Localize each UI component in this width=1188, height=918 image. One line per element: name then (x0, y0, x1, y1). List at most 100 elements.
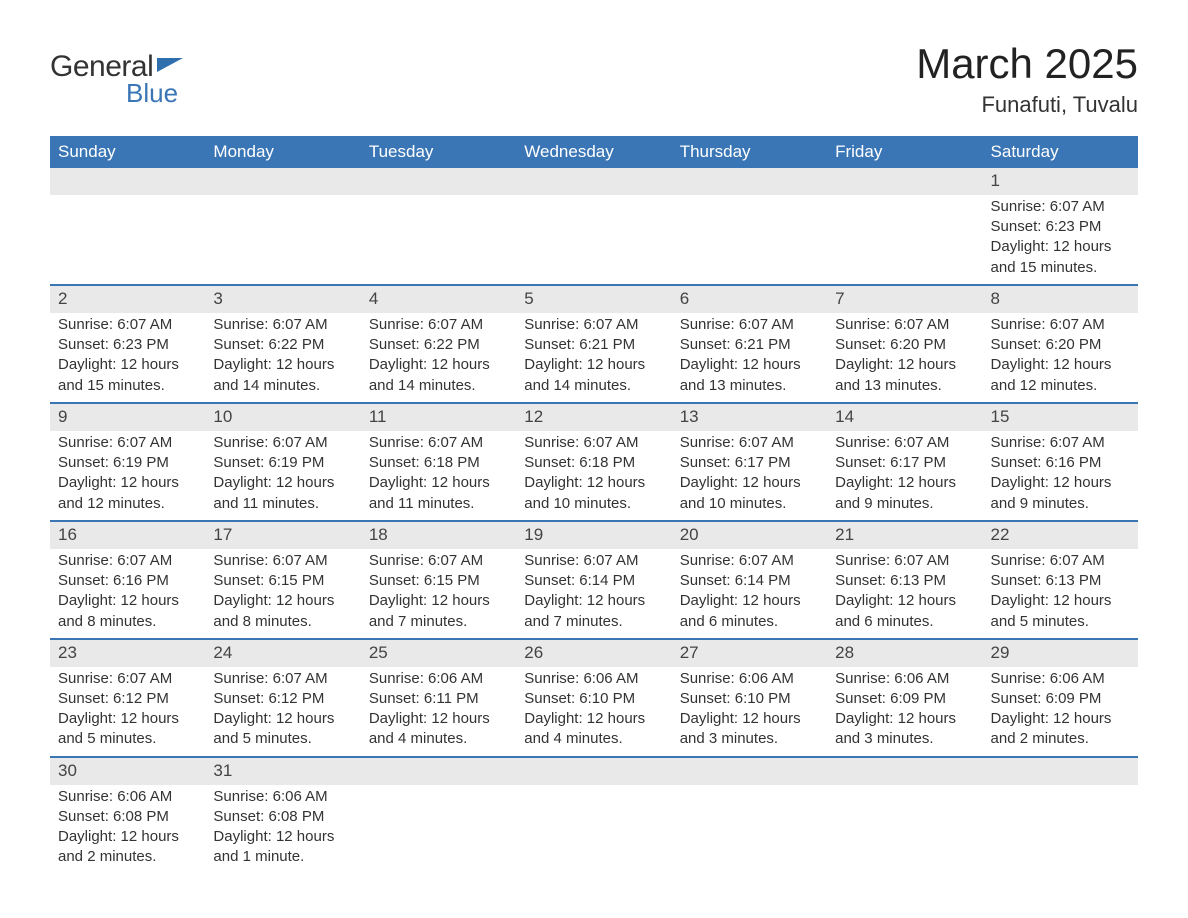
day-detail-cell: Sunrise: 6:07 AMSunset: 6:18 PMDaylight:… (361, 431, 516, 521)
daylight-line: Daylight: 12 hours and 10 minutes. (524, 473, 663, 514)
day-number-cell: 10 (205, 403, 360, 431)
day-number-cell: 14 (827, 403, 982, 431)
sunset-line: Sunset: 6:18 PM (524, 453, 663, 473)
day-number-cell: 21 (827, 521, 982, 549)
day-number-cell (983, 757, 1138, 785)
sunrise-line: Sunrise: 6:07 AM (524, 551, 663, 571)
daylight-line: Daylight: 12 hours and 9 minutes. (991, 473, 1130, 514)
day-detail-cell (827, 195, 982, 285)
sunrise-line: Sunrise: 6:07 AM (58, 669, 197, 689)
day-detail-cell: Sunrise: 6:07 AMSunset: 6:14 PMDaylight:… (672, 549, 827, 639)
daylight-line: Daylight: 12 hours and 4 minutes. (524, 709, 663, 750)
sunset-line: Sunset: 6:12 PM (58, 689, 197, 709)
day-detail-cell: Sunrise: 6:06 AMSunset: 6:08 PMDaylight:… (205, 785, 360, 874)
day-detail-cell (205, 195, 360, 285)
day-number-cell: 1 (983, 168, 1138, 195)
day-number-cell: 18 (361, 521, 516, 549)
day-detail-cell: Sunrise: 6:06 AMSunset: 6:10 PMDaylight:… (672, 667, 827, 757)
day-number-cell (361, 757, 516, 785)
daylight-line: Daylight: 12 hours and 8 minutes. (58, 591, 197, 632)
flag-icon (157, 58, 183, 76)
day-detail-row: Sunrise: 6:07 AMSunset: 6:19 PMDaylight:… (50, 431, 1138, 521)
day-number-cell (516, 168, 671, 195)
daylight-line: Daylight: 12 hours and 7 minutes. (369, 591, 508, 632)
sunset-line: Sunset: 6:22 PM (369, 335, 508, 355)
sunset-line: Sunset: 6:23 PM (58, 335, 197, 355)
day-detail-cell: Sunrise: 6:07 AMSunset: 6:12 PMDaylight:… (205, 667, 360, 757)
sunset-line: Sunset: 6:23 PM (991, 217, 1130, 237)
sunrise-line: Sunrise: 6:07 AM (369, 551, 508, 571)
sunrise-line: Sunrise: 6:07 AM (524, 433, 663, 453)
day-detail-cell: Sunrise: 6:07 AMSunset: 6:19 PMDaylight:… (205, 431, 360, 521)
day-detail-cell (361, 785, 516, 874)
day-number-cell: 27 (672, 639, 827, 667)
day-detail-cell: Sunrise: 6:07 AMSunset: 6:18 PMDaylight:… (516, 431, 671, 521)
day-number-row: 1 (50, 168, 1138, 195)
daylight-line: Daylight: 12 hours and 4 minutes. (369, 709, 508, 750)
sunrise-line: Sunrise: 6:07 AM (213, 551, 352, 571)
day-number-cell: 3 (205, 285, 360, 313)
sunset-line: Sunset: 6:21 PM (524, 335, 663, 355)
logo: General Blue (50, 50, 183, 109)
logo-word-blue: Blue (126, 78, 183, 109)
sunrise-line: Sunrise: 6:07 AM (680, 315, 819, 335)
day-number-cell: 24 (205, 639, 360, 667)
sunrise-line: Sunrise: 6:07 AM (369, 433, 508, 453)
day-number-cell: 30 (50, 757, 205, 785)
daylight-line: Daylight: 12 hours and 8 minutes. (213, 591, 352, 632)
day-detail-cell (672, 785, 827, 874)
day-number-row: 16171819202122 (50, 521, 1138, 549)
day-detail-cell: Sunrise: 6:07 AMSunset: 6:15 PMDaylight:… (361, 549, 516, 639)
sunrise-line: Sunrise: 6:07 AM (680, 433, 819, 453)
day-number-cell: 16 (50, 521, 205, 549)
location: Funafuti, Tuvalu (916, 92, 1138, 118)
sunrise-line: Sunrise: 6:07 AM (835, 433, 974, 453)
sunset-line: Sunset: 6:09 PM (835, 689, 974, 709)
day-detail-cell: Sunrise: 6:07 AMSunset: 6:15 PMDaylight:… (205, 549, 360, 639)
day-number-cell: 17 (205, 521, 360, 549)
day-number-cell: 23 (50, 639, 205, 667)
sunset-line: Sunset: 6:20 PM (991, 335, 1130, 355)
day-number-cell (827, 168, 982, 195)
day-number-cell: 6 (672, 285, 827, 313)
day-detail-cell: Sunrise: 6:06 AMSunset: 6:08 PMDaylight:… (50, 785, 205, 874)
day-number-cell: 11 (361, 403, 516, 431)
weekday-header-row: SundayMondayTuesdayWednesdayThursdayFrid… (50, 136, 1138, 168)
sunrise-line: Sunrise: 6:06 AM (58, 787, 197, 807)
day-number-cell: 26 (516, 639, 671, 667)
daylight-line: Daylight: 12 hours and 5 minutes. (991, 591, 1130, 632)
day-number-cell: 13 (672, 403, 827, 431)
weekday-header: Sunday (50, 136, 205, 168)
day-detail-cell: Sunrise: 6:07 AMSunset: 6:19 PMDaylight:… (50, 431, 205, 521)
day-number-cell (672, 168, 827, 195)
daylight-line: Daylight: 12 hours and 2 minutes. (58, 827, 197, 868)
sunrise-line: Sunrise: 6:07 AM (835, 551, 974, 571)
daylight-line: Daylight: 12 hours and 3 minutes. (835, 709, 974, 750)
sunrise-line: Sunrise: 6:07 AM (991, 315, 1130, 335)
sunrise-line: Sunrise: 6:06 AM (369, 669, 508, 689)
sunrise-line: Sunrise: 6:06 AM (991, 669, 1130, 689)
day-number-cell: 15 (983, 403, 1138, 431)
day-number-cell: 5 (516, 285, 671, 313)
calendar-table: SundayMondayTuesdayWednesdayThursdayFrid… (50, 136, 1138, 874)
sunrise-line: Sunrise: 6:07 AM (213, 669, 352, 689)
daylight-line: Daylight: 12 hours and 2 minutes. (991, 709, 1130, 750)
day-number-cell: 29 (983, 639, 1138, 667)
day-detail-cell: Sunrise: 6:07 AMSunset: 6:13 PMDaylight:… (827, 549, 982, 639)
day-number-cell (672, 757, 827, 785)
day-detail-cell: Sunrise: 6:07 AMSunset: 6:16 PMDaylight:… (983, 431, 1138, 521)
day-number-cell (205, 168, 360, 195)
day-detail-cell (361, 195, 516, 285)
daylight-line: Daylight: 12 hours and 13 minutes. (680, 355, 819, 396)
day-number-cell: 22 (983, 521, 1138, 549)
sunset-line: Sunset: 6:18 PM (369, 453, 508, 473)
day-number-cell: 2 (50, 285, 205, 313)
day-detail-cell (672, 195, 827, 285)
day-detail-cell: Sunrise: 6:07 AMSunset: 6:12 PMDaylight:… (50, 667, 205, 757)
day-number-cell (827, 757, 982, 785)
day-detail-cell: Sunrise: 6:07 AMSunset: 6:14 PMDaylight:… (516, 549, 671, 639)
sunrise-line: Sunrise: 6:07 AM (58, 433, 197, 453)
sunset-line: Sunset: 6:15 PM (369, 571, 508, 591)
day-number-cell: 7 (827, 285, 982, 313)
day-detail-cell: Sunrise: 6:07 AMSunset: 6:17 PMDaylight:… (827, 431, 982, 521)
